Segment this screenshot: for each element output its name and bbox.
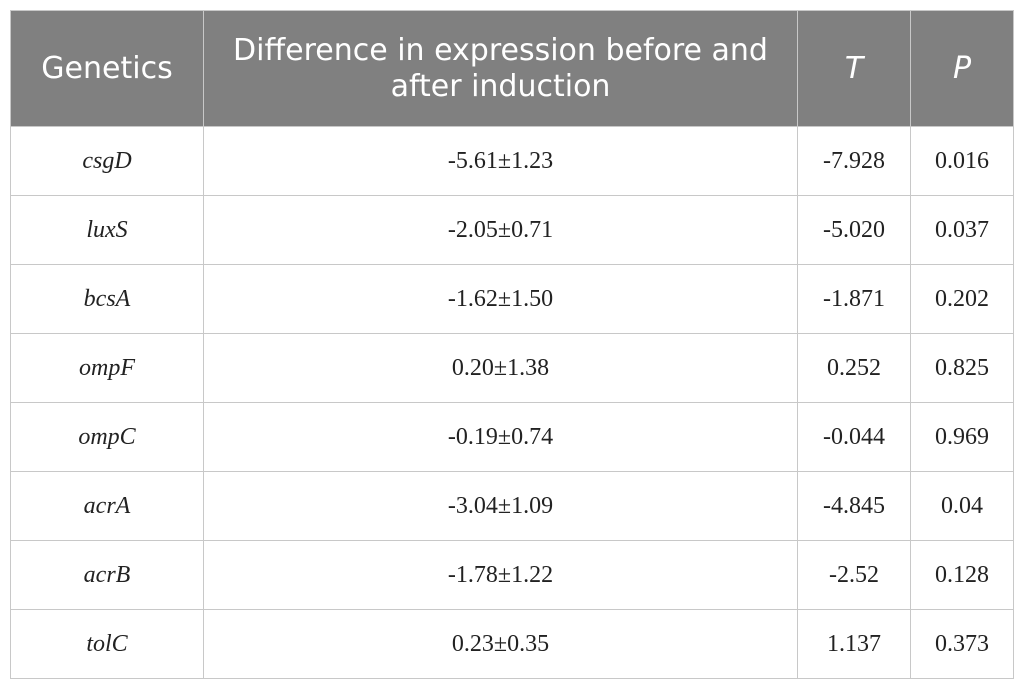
table-row: bcsA -1.62±1.50 -1.871 0.202 — [10, 264, 1014, 334]
gene-cell: acrB — [10, 540, 204, 610]
value-cell: 1.137 — [797, 609, 911, 679]
header-cell: Genetics — [10, 10, 204, 127]
value-cell: -1.78±1.22 — [203, 540, 798, 610]
value-cell: 0.969 — [910, 402, 1014, 472]
header-cell: T — [797, 10, 911, 127]
value-cell: 0.016 — [910, 126, 1014, 196]
header-row: Genetics Difference in expression before … — [10, 10, 1014, 127]
gene-cell: bcsA — [10, 264, 204, 334]
value-cell: -2.05±0.71 — [203, 195, 798, 265]
header-cell: Difference in expression before and afte… — [203, 10, 798, 127]
value-cell: 0.23±0.35 — [203, 609, 798, 679]
value-cell: -0.19±0.74 — [203, 402, 798, 472]
value-cell: 0.20±1.38 — [203, 333, 798, 403]
gene-cell: ompF — [10, 333, 204, 403]
value-cell: -2.52 — [797, 540, 911, 610]
value-cell: -3.04±1.09 — [203, 471, 798, 541]
gene-cell: ompC — [10, 402, 204, 472]
value-cell: 0.128 — [910, 540, 1014, 610]
table-row: acrB -1.78±1.22 -2.52 0.128 — [10, 540, 1014, 610]
value-cell: 0.037 — [910, 195, 1014, 265]
data-table: Genetics Difference in expression before … — [10, 10, 1014, 679]
value-cell: -0.044 — [797, 402, 911, 472]
table-row: acrA -3.04±1.09 -4.845 0.04 — [10, 471, 1014, 541]
table-row: ompC -0.19±0.74 -0.044 0.969 — [10, 402, 1014, 472]
value-cell: -4.845 — [797, 471, 911, 541]
header-cell: P — [910, 10, 1014, 127]
table-row: csgD -5.61±1.23 -7.928 0.016 — [10, 126, 1014, 196]
value-cell: -5.61±1.23 — [203, 126, 798, 196]
value-cell: -1.62±1.50 — [203, 264, 798, 334]
gene-cell: acrA — [10, 471, 204, 541]
table-row: ompF 0.20±1.38 0.252 0.825 — [10, 333, 1014, 403]
gene-cell: tolC — [10, 609, 204, 679]
gene-cell: luxS — [10, 195, 204, 265]
value-cell: -1.871 — [797, 264, 911, 334]
gene-cell: csgD — [10, 126, 204, 196]
value-cell: 0.825 — [910, 333, 1014, 403]
value-cell: 0.202 — [910, 264, 1014, 334]
table-row: luxS -2.05±0.71 -5.020 0.037 — [10, 195, 1014, 265]
value-cell: 0.252 — [797, 333, 911, 403]
table-body: csgD -5.61±1.23 -7.928 0.016 luxS -2.05±0.71-… — [10, 126, 1014, 679]
value-cell: -5.020 — [797, 195, 911, 265]
table-row: tolC 0.23±0.35 1.137 0.373 — [10, 609, 1014, 679]
value-cell: -7.928 — [797, 126, 911, 196]
value-cell: 0.04 — [910, 471, 1014, 541]
value-cell: 0.373 — [910, 609, 1014, 679]
